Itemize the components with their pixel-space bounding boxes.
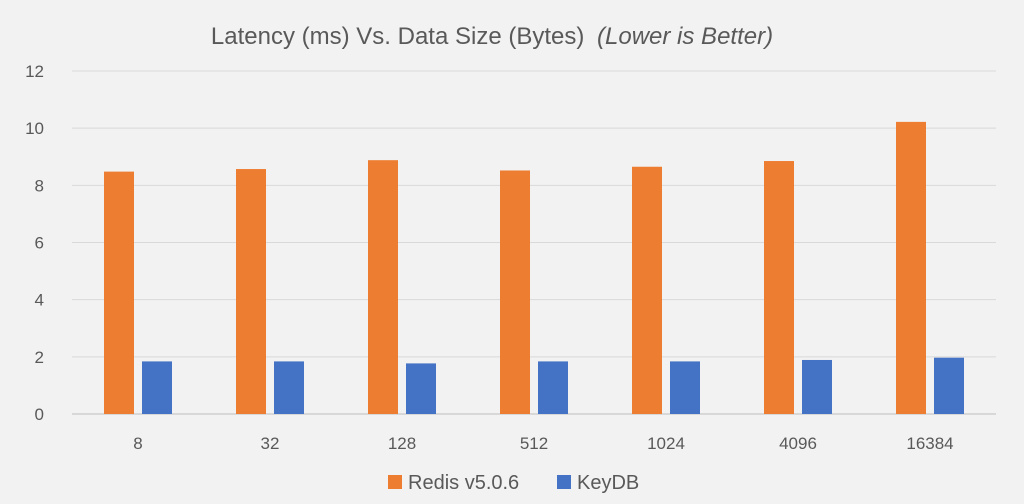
bar-keydb-512 xyxy=(538,361,568,414)
y-tick-label: 6 xyxy=(35,234,44,253)
legend-swatch xyxy=(388,475,402,489)
legend: Redis v5.0.6 KeyDB xyxy=(388,472,639,494)
y-tick-label: 2 xyxy=(35,348,44,367)
y-tick-label: 0 xyxy=(35,405,44,424)
bar-keydb-4096 xyxy=(802,359,832,414)
x-tick-label: 8 xyxy=(133,434,142,453)
chart-title-main: Latency (ms) Vs. Data Size (Bytes) xyxy=(211,23,584,50)
bar-keydb-1024 xyxy=(670,361,700,414)
bar-redis-v5-0-6-8 xyxy=(104,171,134,414)
x-tick-label: 32 xyxy=(261,434,280,453)
bar-keydb-8 xyxy=(142,361,172,414)
bar-keydb-32 xyxy=(274,361,304,414)
chart-title: Latency (ms) Vs. Data Size (Bytes) (Lowe… xyxy=(211,23,773,50)
gridlines xyxy=(72,70,996,415)
bar-redis-v5-0-6-1024 xyxy=(632,166,662,414)
x-tick-label: 4096 xyxy=(779,434,817,453)
bar-redis-v5-0-6-512 xyxy=(500,170,530,414)
bar-redis-v5-0-6-32 xyxy=(236,169,266,414)
x-tick-label: 128 xyxy=(388,434,416,453)
x-tick-label: 1024 xyxy=(647,434,685,453)
bars xyxy=(104,121,964,415)
bar-keydb-128 xyxy=(406,363,436,414)
x-tick-label: 512 xyxy=(520,434,548,453)
legend-label: KeyDB xyxy=(577,472,639,494)
x-tick-label: 16384 xyxy=(906,434,953,453)
bar-redis-v5-0-6-4096 xyxy=(764,161,794,414)
legend-label: Redis v5.0.6 xyxy=(408,472,519,494)
chart-title-emphasis: (Lower is Better) xyxy=(597,23,773,50)
y-tick-label: 8 xyxy=(35,176,44,195)
x-axis-ticks: 8 32 128 512 1024 4096 16384 xyxy=(133,434,953,453)
bar-redis-v5-0-6-128 xyxy=(368,160,398,414)
bar-redis-v5-0-6-16384 xyxy=(896,121,926,415)
legend-swatch xyxy=(557,475,571,489)
y-axis-ticks: 0 2 4 6 8 10 12 xyxy=(25,62,44,424)
bar-keydb-16384 xyxy=(934,357,964,414)
y-tick-label: 4 xyxy=(35,291,44,310)
y-tick-label: 10 xyxy=(25,119,44,138)
y-tick-label: 12 xyxy=(25,62,44,81)
